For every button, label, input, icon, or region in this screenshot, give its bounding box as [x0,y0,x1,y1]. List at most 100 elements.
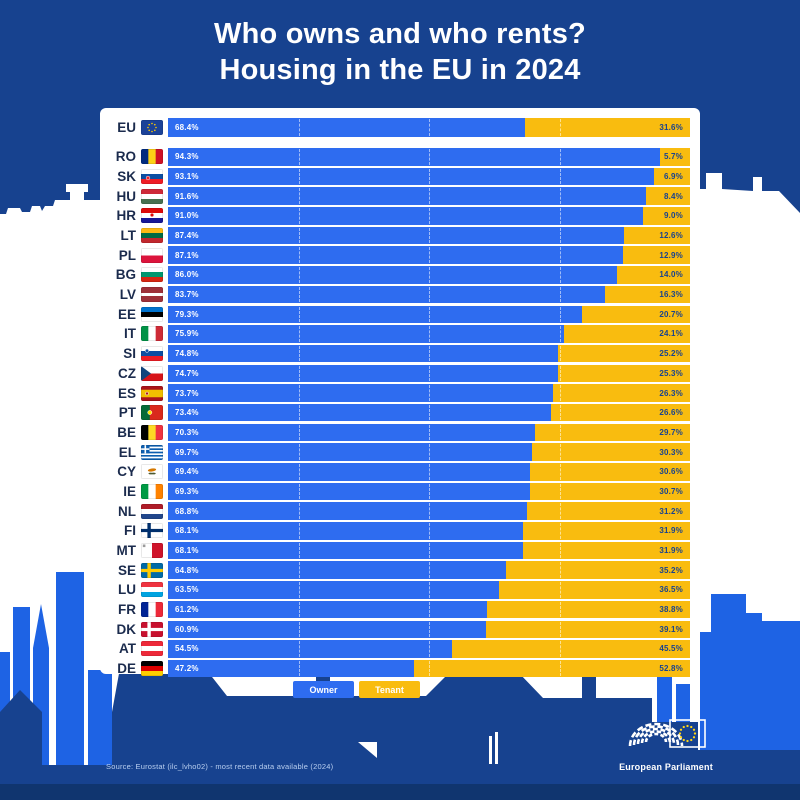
tenant-bar: 24.1% [564,325,690,343]
chart-row-it: IT 75.9% 24.1% [102,325,690,343]
tenant-value-label: 38.8% [659,605,683,615]
chart-row-ro: RO 94.3% 5.7% [102,148,690,166]
owner-value-label: 83.7% [175,290,199,300]
country-code-label: RO [115,149,136,165]
owner-bar: 87.4% [168,226,625,245]
owner-value-label: 94.3% [175,152,199,162]
country-code-label: DK [116,621,137,637]
owner-value-label: 75.9% [175,329,199,339]
owner-bar: 91.0% [168,207,644,225]
tenant-value-label: 16.3% [659,290,683,300]
gridline-75 [559,326,561,342]
tenant-value-label: 31.2% [659,506,683,516]
country-code-label: MT [116,543,137,558]
owner-value-label: 63.5% [175,585,199,595]
bar-track: 60.9% 39.1% [168,620,690,638]
eu-flag-icon [141,120,163,135]
chart-row-es: ES 73.7% 26.3% [102,384,690,402]
bar-rows-container: EU 68.4% 31.6% RO 94.3% 5.7% SK 93.1% 6.9% HU 91.6… [102,118,690,678]
chart-legend: Owner Tenant [293,681,420,698]
owner-value-label: 91.0% [175,211,199,221]
country-code-label: DE [117,661,136,677]
gridline-50 [429,168,430,185]
owner-value-label: 61.2% [175,605,199,615]
chart-row-cy: CY 69.4% 30.6% [102,463,690,481]
tenant-value-label: 30.6% [659,467,683,477]
country-code-label: LV [119,287,136,303]
gridline-50 [429,621,430,637]
tenant-bar: 30.7% [529,482,690,501]
owner-bar: 75.9% [168,325,565,343]
gridline-75 [559,523,561,539]
gridline-75 [559,582,561,598]
legend-tenant-badge: Tenant [359,681,420,698]
tenant-bar: 52.8% [414,659,690,678]
bar-track: 68.1% 31.9% [168,522,690,540]
owner-value-label: 60.9% [175,624,199,634]
pt-flag-icon [141,405,163,421]
gridline-25 [298,404,300,421]
owner-value-label: 87.4% [175,231,199,240]
ee-flag-icon [141,306,163,322]
gridline-25 [298,385,300,401]
owner-value-label: 64.8% [175,565,199,575]
gridline-75 [559,424,561,441]
owner-bar: 91.6% [168,187,647,205]
owner-bar: 68.4% [168,118,526,137]
gridline-25 [298,149,300,165]
mt-flag-icon [141,543,163,558]
gridline-75 [559,562,561,578]
bar-track: 87.1% 12.9% [168,246,690,264]
nl-flag-icon [141,503,163,519]
gridline-50 [429,345,430,362]
lu-flag-icon [141,582,163,598]
be-flag-icon [141,424,163,440]
tenant-value-label: 9.0% [663,211,683,221]
owner-bar: 69.3% [168,482,530,501]
owner-bar: 86.0% [168,266,617,284]
owner-bar: 61.2% [168,600,488,619]
bar-track: 91.6% 8.4% [168,187,690,205]
de-flag-icon [141,661,163,677]
gridline-25 [298,227,300,244]
bar-track: 75.9% 24.1% [168,325,690,343]
country-code-label: AT [119,641,136,657]
legend-owner-label: Owner [309,684,338,695]
country-code-label: LT [120,228,137,243]
tenant-bar: 36.5% [499,581,690,599]
gridline-75 [559,542,561,559]
gridline-75 [559,464,561,480]
tenant-value-label: 20.7% [659,309,683,319]
owner-value-label: 93.1% [175,171,199,181]
gridline-75 [559,385,561,401]
bar-track: 69.4% 30.6% [168,463,690,481]
tenant-value-label: 52.8% [659,664,683,674]
gridline-75 [559,119,561,136]
owner-bar: 73.7% [168,384,553,402]
source-note: Source: Eurostat (ilc_lvho02) - most rec… [106,762,334,771]
country-code-label: PT [118,405,136,421]
gridline-25 [298,582,300,598]
gridline-25 [298,267,300,283]
owner-value-label: 74.7% [175,368,199,378]
gridline-75 [559,208,561,224]
chart-panel: EU 68.4% 31.6% RO 94.3% 5.7% SK 93.1% 6.9% HU 91.6… [100,108,700,678]
owner-value-label: 68.4% [175,123,199,132]
gridline-75 [559,404,561,421]
owner-bar: 47.2% [168,659,415,678]
owner-bar: 73.4% [168,403,552,422]
gridline-75 [559,306,561,322]
cz-flag-icon [141,365,163,381]
tenant-value-label: 26.3% [659,388,683,398]
tenant-value-label: 26.6% [659,408,683,418]
gridline-25 [298,326,300,342]
owner-value-label: 68.8% [175,506,199,516]
tenant-bar: 25.3% [557,364,690,383]
tenant-value-label: 6.9% [663,171,683,181]
gridline-25 [298,306,300,322]
owner-value-label: 47.2% [175,664,199,674]
rooftop-window-details [358,732,498,764]
ep-logo-caption: European Parliament [619,762,713,772]
gridline-25 [298,365,300,382]
gridline-50 [429,208,430,224]
